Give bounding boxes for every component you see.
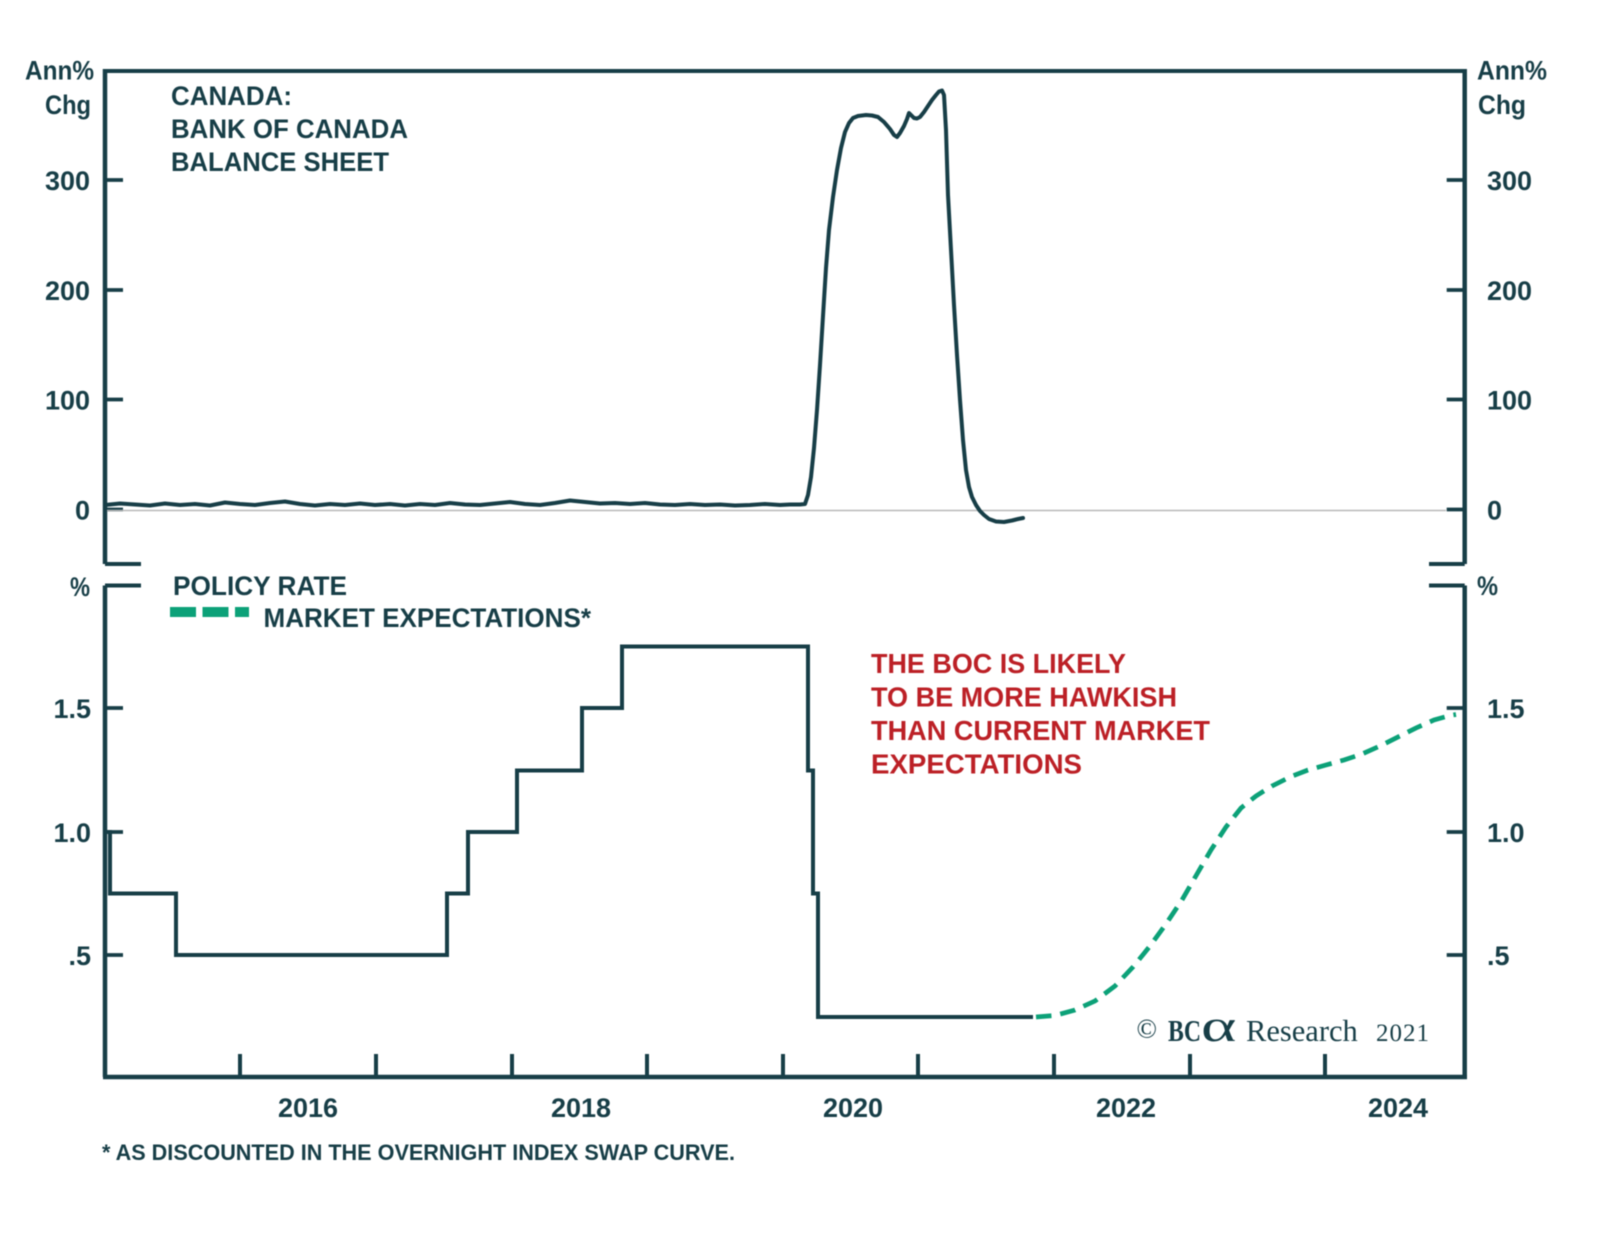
svg-text:1.0: 1.0 [53,818,91,848]
svg-text:1.0: 1.0 [1487,818,1525,848]
svg-text:%: % [1477,571,1498,601]
svg-text:Ann%: Ann% [1477,56,1547,86]
svg-text:MARKET EXPECTATIONS*: MARKET EXPECTATIONS* [264,603,592,633]
svg-text:THAN CURRENT MARKET: THAN CURRENT MARKET [871,715,1210,746]
svg-text:TO BE MORE HAWKISH: TO BE MORE HAWKISH [871,682,1177,713]
svg-text:0: 0 [1487,496,1502,526]
svg-text:2020: 2020 [823,1093,883,1123]
svg-text:300: 300 [45,166,90,196]
svg-text:2024: 2024 [1368,1093,1428,1123]
svg-text:100: 100 [45,386,90,416]
svg-text:* AS DISCOUNTED IN THE OVERNIG: * AS DISCOUNTED IN THE OVERNIGHT INDEX S… [102,1140,735,1165]
svg-text:BALANCE SHEET: BALANCE SHEET [171,147,389,177]
svg-text:1.5: 1.5 [53,694,91,724]
svg-text:EXPECTATIONS: EXPECTATIONS [871,749,1082,780]
svg-text:©: © [1137,1014,1158,1044]
svg-text:Chg: Chg [45,90,91,120]
svg-text:α: α [1201,1002,1236,1051]
svg-text:2018: 2018 [551,1093,611,1123]
svg-text:.5: .5 [1487,941,1510,971]
svg-text:1.5: 1.5 [1487,694,1525,724]
svg-text:Chg: Chg [1478,90,1526,120]
svg-text:2022: 2022 [1096,1093,1156,1123]
svg-text:BANK OF CANADA: BANK OF CANADA [171,114,408,144]
svg-text:2021: 2021 [1376,1020,1430,1047]
svg-text:Research: Research [1246,1014,1358,1048]
svg-text:BC: BC [1168,1013,1201,1048]
svg-text:200: 200 [1487,276,1532,306]
svg-text:CANADA:: CANADA: [171,81,292,111]
svg-text:2016: 2016 [278,1093,338,1123]
svg-text:300: 300 [1487,166,1532,196]
svg-text:0: 0 [75,496,90,526]
svg-text:100: 100 [1487,386,1532,416]
svg-text:.5: .5 [68,941,91,971]
svg-text:Ann%: Ann% [25,56,94,86]
svg-text:200: 200 [45,276,90,306]
svg-text:POLICY RATE: POLICY RATE [173,571,347,601]
svg-text:%: % [70,572,90,602]
svg-text:THE BOC IS LIKELY: THE BOC IS LIKELY [871,648,1126,679]
